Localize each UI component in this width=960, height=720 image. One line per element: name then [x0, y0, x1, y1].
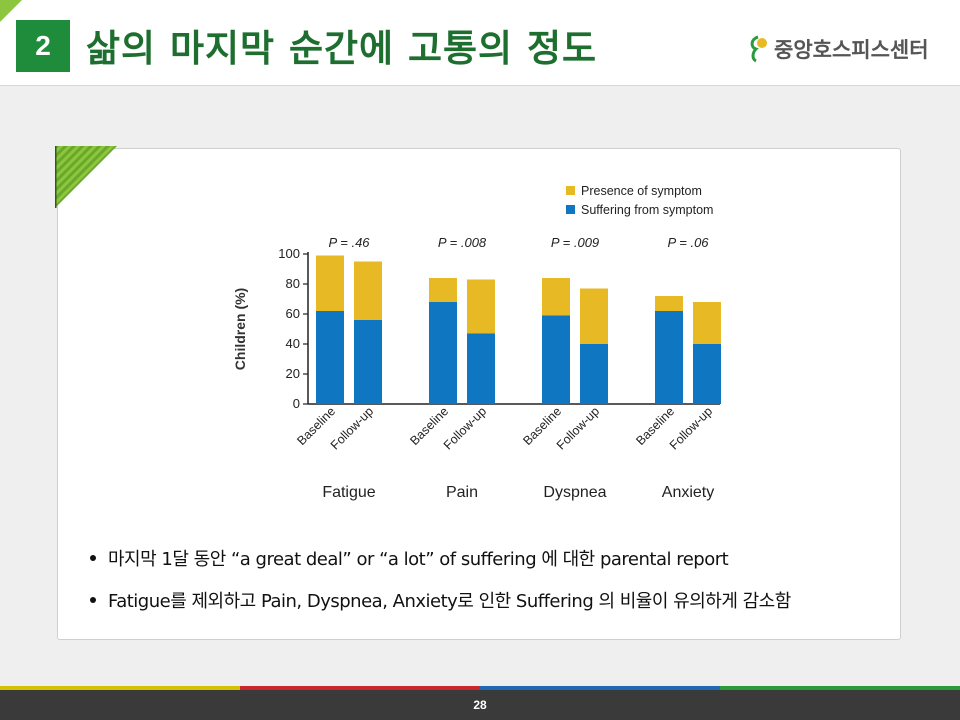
legend-swatch: [566, 205, 575, 214]
bar-suffering: [693, 344, 721, 404]
bar-presence: [429, 278, 457, 302]
leaf-logo-icon: [750, 35, 767, 63]
bar-presence: [542, 278, 570, 316]
section-number-badge: 2: [16, 20, 70, 72]
bar-presence: [354, 261, 382, 320]
bullet-dot: [90, 597, 96, 603]
bar-presence: [316, 255, 344, 311]
corner-accent: [0, 0, 22, 22]
content-panel: 0 20 40 60 80 100 Children (%) Baseline Follow-u…: [55, 146, 901, 640]
bar-presence: [693, 302, 721, 344]
y-axis-label: Children (%): [232, 288, 248, 370]
bar-suffering: [542, 315, 570, 404]
p-value-label: P = .46: [328, 235, 370, 250]
bar-suffering: [429, 302, 457, 404]
footer-stripe-segment: [480, 686, 720, 690]
bullet-item: 마지막 1달 동안 “a great deal” or “a lot” of s…: [84, 537, 791, 579]
y-tick-label: 80: [286, 276, 300, 291]
bar-presence: [580, 288, 608, 344]
group-label: Dyspnea: [543, 484, 606, 501]
group-label: Anxiety: [662, 484, 714, 501]
legend-label: Presence of symptom: [581, 184, 702, 198]
bar-suffering: [655, 311, 683, 404]
header-divider: [0, 85, 960, 86]
footer-color-stripe: [0, 686, 960, 690]
bar-suffering: [354, 320, 382, 404]
p-value-label: P = .008: [438, 235, 487, 250]
slide-header: 2 삶의 마지막 순간에 고통의 정도 중앙호스피스센터: [0, 0, 960, 86]
y-tick-label: 60: [286, 306, 300, 321]
logo: 중앙호스피스센터: [748, 34, 929, 64]
legend-swatch: [566, 186, 575, 195]
bullet-text: Fatigue를 제외하고 Pain, Dyspnea, Anxiety로 인한…: [108, 591, 791, 612]
page-number: 28: [473, 698, 487, 712]
footer-stripe-segment: [720, 686, 960, 690]
bar-presence: [467, 279, 495, 334]
bullet-item: Fatigue를 제외하고 Pain, Dyspnea, Anxiety로 인한…: [84, 579, 791, 621]
y-tick-label: 40: [286, 336, 300, 351]
p-value-label: P = .009: [551, 235, 599, 250]
footer-stripe-segment: [240, 686, 480, 690]
logo-text: 중앙호스피스센터: [774, 38, 929, 62]
bullet-text: 마지막 1달 동안 “a great deal” or “a lot” of s…: [108, 549, 729, 570]
slide-title: 삶의 마지막 순간에 고통의 정도: [86, 27, 598, 70]
striped-corner-icon: [55, 146, 117, 208]
bar-suffering: [467, 333, 495, 404]
bar-suffering: [580, 344, 608, 404]
bar-presence: [655, 296, 683, 311]
bullet-list: 마지막 1달 동안 “a great deal” or “a lot” of s…: [84, 537, 791, 621]
slide-footer: 28: [0, 690, 960, 720]
group-label: Pain: [446, 484, 478, 501]
y-tick-label: 20: [286, 366, 300, 381]
group-label: Fatigue: [322, 484, 375, 501]
y-tick-label: 0: [293, 396, 300, 411]
footer-stripe-segment: [0, 686, 240, 690]
y-tick-label: 100: [278, 246, 300, 261]
bar-suffering: [316, 311, 344, 404]
legend-label: Suffering from symptom: [581, 203, 713, 217]
p-value-label: P = .06: [667, 235, 709, 250]
bullet-dot: [90, 555, 96, 561]
